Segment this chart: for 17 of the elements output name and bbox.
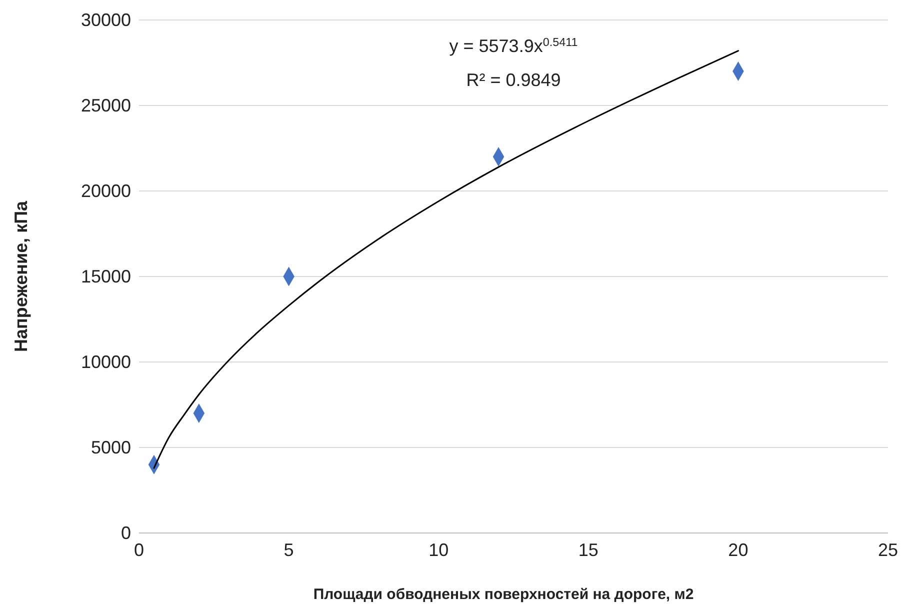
- y-tick-label: 0: [120, 522, 131, 543]
- x-tick-label: 25: [878, 540, 898, 560]
- y-tick-label: 30000: [80, 10, 131, 30]
- x-tick-label: 10: [428, 540, 449, 560]
- y-tick-label: 10000: [80, 352, 131, 372]
- x-tick-label: 5: [284, 540, 294, 560]
- y-tick-label: 25000: [80, 95, 131, 116]
- y-tick-label: 20000: [80, 180, 131, 201]
- x-axis-title: Площади обводненых поверхностей на дороге, м2: [313, 586, 694, 603]
- x-tick-label: 0: [134, 540, 144, 560]
- annotation: R² = 0.9849: [466, 70, 561, 90]
- y-tick-label: 5000: [90, 437, 131, 458]
- annotation: y = 5573.9x$^{0.5411}$: [449, 36, 578, 56]
- x-tick-label: 20: [728, 540, 748, 560]
- y-tick-label: 15000: [80, 266, 131, 286]
- y-axis-title: Напрежение, кПа: [11, 200, 31, 352]
- x-tick-label: 15: [578, 540, 598, 560]
